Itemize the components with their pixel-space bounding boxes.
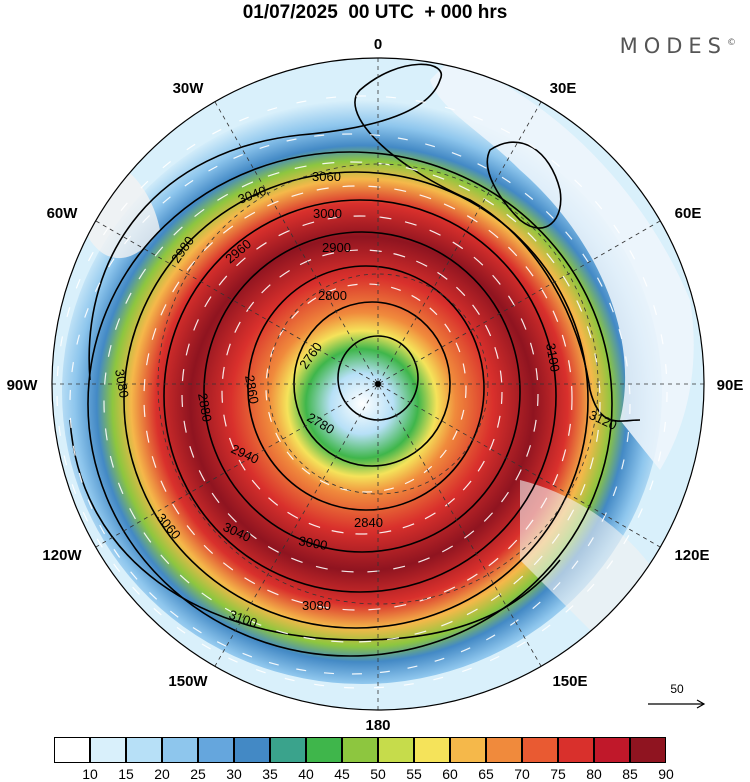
- colorbar-tick-label: 60: [442, 766, 458, 782]
- polar-map: 3060 3040 3000 2980 2960 2900 2800 2760 …: [7, 36, 744, 730]
- lon-label-30e: 30E: [550, 80, 577, 97]
- reference-vector: 50: [642, 682, 712, 712]
- colorbar-cell: [522, 737, 558, 763]
- copyright-mark: ©: [727, 38, 736, 48]
- lon-label-90w: 90W: [7, 377, 39, 394]
- colorbar-tick-label: 30: [226, 766, 242, 782]
- colorbar-tick-label: 10: [82, 766, 98, 782]
- contour-label: 2800: [318, 288, 347, 303]
- colorbar-tick-label: 35: [262, 766, 278, 782]
- contour-label: 3000: [297, 533, 328, 553]
- contour-label: 3080: [302, 598, 331, 613]
- colorbar-cell: [450, 737, 486, 763]
- colorbar-tick-label: 70: [514, 766, 530, 782]
- colorbar-cell: [558, 737, 594, 763]
- colorbar-tick-label: 40: [298, 766, 314, 782]
- colorbar-cell: [630, 737, 666, 763]
- colorbar-tick-label: 20: [154, 766, 170, 782]
- contour-label: 2860: [242, 374, 262, 405]
- lon-label-120e: 120E: [674, 547, 709, 564]
- height-contours: [69, 63, 641, 657]
- colorbar-tick-label: 55: [406, 766, 422, 782]
- colorbar-cell: [414, 737, 450, 763]
- colorbar-cell: [378, 737, 414, 763]
- contour-label: 3000: [313, 206, 342, 221]
- lon-label-30w: 30W: [173, 80, 205, 97]
- contour-label: 3080: [112, 368, 132, 399]
- colorbar-cell: [90, 737, 126, 763]
- colorbar-tick-label: 25: [190, 766, 206, 782]
- colorbar-cell: [342, 737, 378, 763]
- south-pole-marker: [375, 381, 381, 387]
- lon-label-60w: 60W: [47, 205, 79, 222]
- map-title: 01/07/2025 00 UTC + 000 hrs: [242, 2, 508, 23]
- lon-label-150e: 150E: [552, 673, 587, 690]
- brand-name: MODES: [619, 34, 727, 58]
- contour-label: 3060: [312, 169, 341, 184]
- contour-label: 2900: [322, 240, 351, 255]
- lon-label-120w: 120W: [42, 547, 82, 564]
- contour-label: 2840: [354, 515, 383, 530]
- wind-speed-field: [52, 58, 704, 710]
- colorbar-cell: [486, 737, 522, 763]
- colorbar-tick-label: 15: [118, 766, 134, 782]
- colorbar-cell: [306, 737, 342, 763]
- lon-label-60e: 60E: [675, 205, 702, 222]
- map-boundary: [51, 57, 705, 711]
- lon-label-150w: 150W: [168, 673, 208, 690]
- colorbar-cell: [594, 737, 630, 763]
- colorbar-tick-label: 90: [658, 766, 674, 782]
- colorbar-cell: [270, 737, 306, 763]
- lon-label-0: 0: [374, 36, 382, 53]
- graticule: [52, 58, 704, 710]
- arrow-right-icon: [648, 699, 706, 709]
- colorbar-tick-label: 50: [370, 766, 386, 782]
- lon-label-90e: 90E: [717, 377, 744, 394]
- contour-label: 2880: [195, 392, 215, 423]
- brand-logo: MODES©: [620, 34, 736, 58]
- colorbar-tick-label: 65: [478, 766, 494, 782]
- colorbar-tick-label: 85: [622, 766, 638, 782]
- lon-label-180: 180: [365, 717, 390, 730]
- colorbar-tick-label: 45: [334, 766, 350, 782]
- reference-vector-label: 50: [670, 682, 684, 696]
- colorbar-cell: [198, 737, 234, 763]
- colorbar-cell: [234, 737, 270, 763]
- colorbar-cell: [126, 737, 162, 763]
- colorbar-tick-label: 80: [586, 766, 602, 782]
- colorbar-cell: [162, 737, 198, 763]
- colorbar-tick-label: 75: [550, 766, 566, 782]
- colorbar-cell: [54, 737, 90, 763]
- contour-label: 3100: [543, 342, 563, 373]
- wind-vectors: [56, 95, 668, 689]
